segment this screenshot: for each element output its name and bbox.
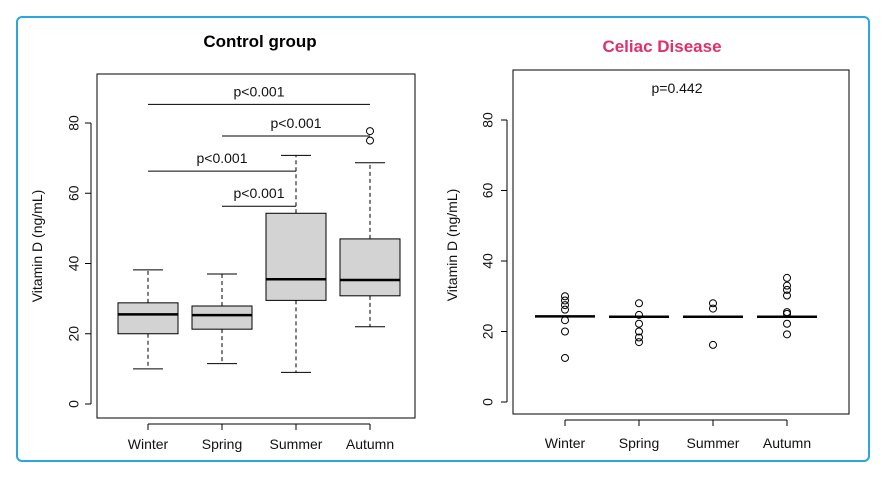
panel2-xtick-label: Autumn bbox=[763, 435, 811, 451]
box-iqr bbox=[339, 238, 401, 297]
panel1-plot-box bbox=[96, 73, 416, 419]
panel2-xtick-label: Summer bbox=[687, 435, 740, 451]
figure-frame bbox=[16, 16, 870, 462]
panel2-ytick-label: 40 bbox=[480, 253, 496, 269]
panel2-ytick-label: 20 bbox=[480, 324, 496, 340]
panel2-ytick-label: 60 bbox=[480, 183, 496, 199]
panel2-ylabel: Vitamin D (ng/mL) bbox=[444, 189, 460, 302]
panel1-ytick-label: 40 bbox=[66, 256, 82, 272]
data-point bbox=[709, 340, 717, 349]
panel1-xtick-label: Summer bbox=[270, 436, 323, 452]
data-point bbox=[635, 327, 643, 336]
box-iqr bbox=[117, 302, 179, 335]
data-point bbox=[635, 338, 643, 347]
panel2-title: Celiac Disease bbox=[602, 37, 721, 56]
data-point bbox=[783, 273, 791, 282]
data-point bbox=[783, 291, 791, 300]
data-point bbox=[783, 285, 791, 294]
data-point bbox=[561, 327, 569, 336]
comparison-p-value: p<0.001 bbox=[197, 150, 248, 166]
panel2-plot-box bbox=[512, 69, 850, 415]
data-point bbox=[783, 281, 791, 290]
panel1-ylabel: Vitamin D (ng/mL) bbox=[29, 190, 45, 303]
panel1-xtick-label: Autumn bbox=[346, 436, 394, 452]
box-outlier-point bbox=[366, 136, 374, 145]
data-point bbox=[561, 353, 569, 362]
comparison-p-value: p<0.001 bbox=[234, 83, 285, 99]
data-point bbox=[561, 305, 569, 314]
box-outlier-point bbox=[366, 127, 374, 136]
data-point bbox=[783, 309, 791, 318]
panel2-ytick-label: 80 bbox=[480, 112, 496, 128]
panel1-ytick-label: 20 bbox=[66, 326, 82, 342]
panel2-xtick-label: Winter bbox=[545, 435, 586, 451]
panel2-p-value: p=0.442 bbox=[652, 80, 703, 96]
panel1-ytick-label: 60 bbox=[66, 185, 82, 201]
data-point bbox=[561, 296, 569, 305]
data-point bbox=[783, 319, 791, 328]
box-iqr bbox=[265, 212, 327, 301]
data-point bbox=[561, 316, 569, 325]
data-point bbox=[709, 299, 717, 308]
data-point bbox=[635, 319, 643, 328]
box-iqr bbox=[191, 305, 253, 330]
panel2-xtick-label: Spring bbox=[619, 435, 659, 451]
data-point bbox=[635, 299, 643, 308]
data-point bbox=[635, 310, 643, 319]
comparison-p-value: p<0.001 bbox=[271, 115, 322, 131]
comparison-p-value: p<0.001 bbox=[234, 185, 285, 201]
data-point bbox=[783, 330, 791, 339]
panel1-xtick-label: Winter bbox=[128, 436, 169, 452]
panel1-xtick-label: Spring bbox=[202, 436, 242, 452]
panel1-title: Control group bbox=[203, 32, 316, 51]
panel2-ytick-label: 0 bbox=[480, 398, 496, 406]
data-point bbox=[561, 301, 569, 310]
panel1-ytick-label: 80 bbox=[66, 115, 82, 131]
panel1-ytick-label: 0 bbox=[66, 400, 82, 408]
data-point bbox=[561, 292, 569, 301]
data-point bbox=[635, 333, 643, 342]
data-point bbox=[709, 304, 717, 313]
